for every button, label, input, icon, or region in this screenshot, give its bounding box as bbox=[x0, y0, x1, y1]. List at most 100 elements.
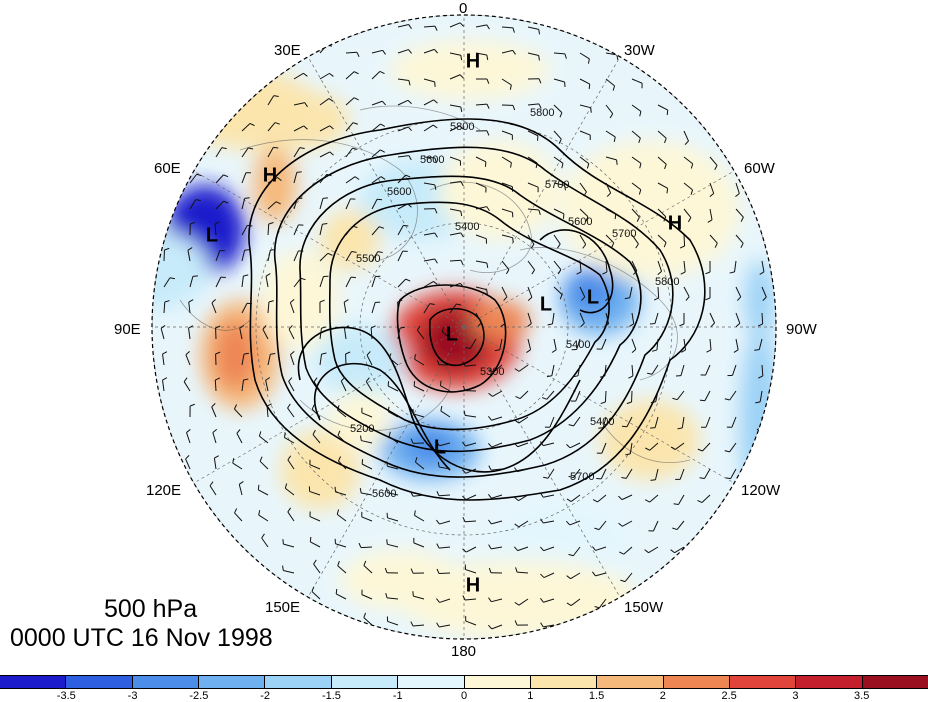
wind-barb bbox=[518, 598, 529, 606]
wind-barb-flag bbox=[329, 72, 334, 77]
wind-barb-flag bbox=[270, 352, 276, 355]
wind-barb bbox=[319, 252, 329, 262]
wind-barb bbox=[241, 354, 245, 366]
colorbar-swatch bbox=[530, 676, 598, 688]
wind-barb-flag bbox=[633, 270, 638, 275]
wind-barb-flag bbox=[164, 247, 170, 251]
wind-barb-flag bbox=[515, 396, 521, 400]
colorbar-swatch bbox=[331, 676, 399, 688]
wind-barb-flag bbox=[509, 84, 512, 90]
wind-barb-flag bbox=[614, 214, 617, 220]
wind-barb bbox=[214, 224, 217, 236]
wind-barb bbox=[241, 250, 246, 262]
wind-barb-flag bbox=[162, 351, 168, 355]
anomaly-blob bbox=[600, 400, 700, 480]
wind-barb-flag bbox=[284, 483, 288, 489]
wind-barb-flag bbox=[677, 427, 683, 430]
wind-barb-flag bbox=[679, 245, 685, 249]
wind-barb bbox=[654, 416, 659, 428]
wind-barb bbox=[576, 338, 581, 350]
colorbar-tick: -2 bbox=[260, 690, 271, 702]
wind-barb bbox=[601, 442, 607, 454]
wind-barb bbox=[449, 208, 461, 212]
wind-barb bbox=[501, 286, 508, 298]
lon-label-150e: 150E bbox=[265, 599, 301, 616]
wind-barb bbox=[423, 232, 435, 236]
wind-barb-flag bbox=[758, 375, 764, 379]
colorbar-swatch bbox=[0, 676, 67, 688]
wind-barb-flag bbox=[463, 410, 466, 416]
wind-barb-flag bbox=[486, 289, 488, 295]
wind-barb-flag bbox=[556, 243, 561, 249]
wind-barb bbox=[464, 520, 477, 523]
wind-barb-flag bbox=[322, 222, 328, 225]
wind-barb bbox=[518, 364, 529, 372]
colorbar-swatch bbox=[597, 676, 664, 688]
wind-barb-flag bbox=[462, 385, 466, 391]
wind-barb bbox=[570, 598, 581, 606]
wind-barb-flag bbox=[215, 325, 221, 329]
contour-label: 5400 bbox=[455, 221, 479, 233]
wind-barb-flag bbox=[238, 481, 244, 485]
wind-barb-flag bbox=[377, 198, 383, 201]
colorbar-swatch bbox=[862, 676, 928, 688]
wind-barb-flag bbox=[631, 348, 637, 354]
wind-barb-flag bbox=[410, 621, 414, 627]
colorbar-swatch bbox=[464, 676, 531, 688]
wind-barb bbox=[287, 511, 295, 522]
wind-barb-flag bbox=[321, 326, 327, 329]
wind-barb-flag bbox=[287, 403, 291, 409]
wind-barb bbox=[160, 328, 165, 340]
colorbar-tick: 3 bbox=[792, 690, 799, 702]
wind-barb-flag bbox=[386, 539, 388, 545]
wind-barb-flag bbox=[441, 326, 445, 332]
wind-barb-flag bbox=[366, 351, 371, 356]
wind-barb-flag bbox=[616, 159, 618, 165]
wind-barb-flag bbox=[566, 575, 571, 580]
wind-barb-flag bbox=[644, 499, 650, 503]
wind-barb bbox=[705, 364, 711, 376]
wind-barb bbox=[735, 208, 744, 218]
wind-barb bbox=[345, 198, 351, 210]
wind-barb bbox=[361, 463, 373, 470]
wind-barb bbox=[397, 24, 409, 28]
wind-barb bbox=[549, 416, 555, 428]
wind-barb-flag bbox=[243, 378, 249, 381]
wind-barb-flag bbox=[221, 147, 227, 150]
wind-barb bbox=[527, 156, 538, 164]
coastline-segment bbox=[359, 105, 481, 131]
wind-barb bbox=[493, 364, 503, 373]
wind-barb-flag bbox=[673, 503, 679, 506]
wind-barb bbox=[439, 624, 451, 628]
wind-barb-flag bbox=[164, 300, 170, 303]
wind-barb bbox=[683, 338, 687, 350]
wind-barb-flag bbox=[684, 140, 689, 145]
wind-barb bbox=[337, 435, 347, 444]
wind-barb bbox=[553, 52, 566, 55]
contour-label: 5600 bbox=[387, 186, 411, 198]
wind-barb bbox=[551, 364, 555, 376]
wind-barb-flag bbox=[337, 560, 340, 566]
wind-barb bbox=[423, 182, 435, 186]
contour-label: 5800 bbox=[450, 121, 474, 133]
wind-barb bbox=[491, 546, 503, 550]
wind-barb-flag bbox=[195, 199, 201, 202]
wind-barb bbox=[475, 156, 487, 163]
wind-barb bbox=[370, 327, 373, 340]
wind-barb bbox=[709, 234, 718, 244]
wind-barb bbox=[570, 494, 581, 502]
wind-barb bbox=[345, 276, 352, 288]
lon-label-0: 0 bbox=[459, 0, 468, 17]
wind-barb-flag bbox=[408, 155, 412, 161]
wind-barb-flag bbox=[188, 299, 194, 303]
wind-barb-flag bbox=[613, 136, 616, 142]
wind-barb bbox=[676, 520, 685, 530]
wind-barb-flag bbox=[540, 518, 544, 524]
wind-barb-flag bbox=[352, 122, 358, 125]
wind-barb bbox=[605, 260, 608, 273]
wind-barb-flag bbox=[592, 571, 596, 577]
contour-label: 5300 bbox=[480, 366, 504, 378]
wind-barb-flag bbox=[162, 377, 168, 381]
wind-barb bbox=[543, 624, 555, 628]
